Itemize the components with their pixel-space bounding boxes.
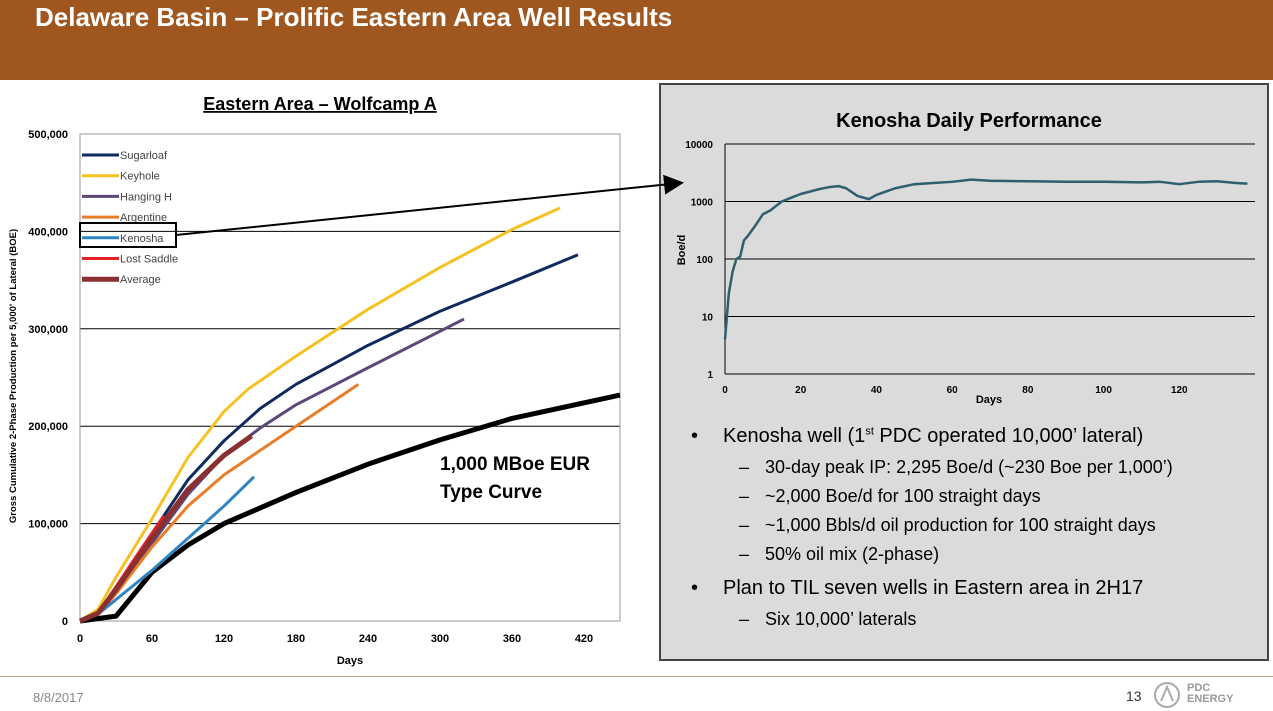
sub-bullet: –50% oil mix (2-phase) — [689, 540, 1259, 569]
sub-bullet-text: ~1,000 Bbls/d oil production for 100 str… — [765, 515, 1156, 535]
chart-title: Eastern Area – Wolfcamp A — [203, 94, 436, 114]
sub-bullet: – Six 10,000’ laterals — [689, 605, 1259, 634]
logo-text: PDC ENERGY — [1187, 683, 1233, 705]
x-tick-label: 0 — [77, 633, 83, 645]
cumulative-production-chart: Eastern Area – Wolfcamp A 0 100,000 200,000… — [8, 94, 621, 667]
dash: – — [739, 515, 750, 535]
y-tick-label: 10000 — [685, 140, 713, 151]
x-axis-label: Days — [337, 655, 363, 667]
kenosha-panel: Kenosha Daily Performance 1 10 100 1000 10000… — [659, 83, 1269, 661]
x-tick-label: 360 — [503, 633, 521, 645]
sub-bullet-text: Six 10,000’ laterals — [765, 609, 917, 629]
y-tick-label: 400,000 — [28, 226, 68, 238]
x-tick-label: 300 — [431, 633, 449, 645]
x-tick-label: 240 — [359, 633, 377, 645]
bullet-list: • Kenosha well (1st PDC operated 10,000’… — [689, 423, 1259, 634]
y-tick-label: 0 — [62, 616, 68, 628]
kenosha-daily-chart: Kenosha Daily Performance110100100010000… — [676, 110, 1255, 406]
page-number: 13 — [1126, 688, 1142, 704]
bullet-dot: • — [691, 425, 699, 447]
x-tick-label: 80 — [1022, 385, 1034, 396]
type-curve-line — [79, 392, 621, 624]
y-tick-label: 300,000 — [28, 324, 68, 336]
y-tick-label: 10 — [702, 313, 714, 324]
dash: – — [739, 544, 750, 564]
legend-label: Argentine — [120, 212, 167, 224]
sub-bullet-text: ~2,000 Boe/d for 100 straight days — [765, 486, 1041, 506]
x-tick-label: 120 — [215, 633, 233, 645]
y-tick-label: 200,000 — [28, 421, 68, 433]
bullet-dot: • — [691, 577, 699, 599]
x-tick-label: 20 — [795, 385, 807, 396]
bullet-text: Plan to TIL seven wells in Eastern area … — [723, 577, 1144, 599]
x-tick-label: 40 — [871, 385, 883, 396]
legend-label: Sugarloaf — [120, 150, 168, 162]
dash: – — [739, 609, 750, 629]
annotation-line1: 1,000 MBoe EUR — [440, 454, 590, 475]
y-tick-label: 100,000 — [28, 519, 68, 531]
x-tick-label: 0 — [722, 385, 728, 396]
x-tick-label: 120 — [1171, 385, 1188, 396]
legend-label: Kenosha — [120, 233, 164, 245]
plot-border — [79, 133, 621, 622]
logo-line2: ENERGY — [1187, 693, 1234, 705]
footer-date: 8/8/2017 — [33, 690, 84, 705]
bullet-kenosha: • Kenosha well (1st PDC operated 10,000’… — [689, 423, 1259, 449]
sub-bullet: – ~1,000 Bbls/d oil production for 100 st… — [689, 511, 1259, 540]
x-tick-label: 60 — [146, 633, 158, 645]
series-line-keyhole — [79, 206, 561, 623]
slide-title: Delaware Basin – Prolific Eastern Area W… — [35, 2, 673, 32]
sub-bullet-text: 50% oil mix (2-phase) — [765, 544, 940, 564]
y-tick-label: 1 — [707, 370, 713, 381]
y-tick-label: 500,000 — [28, 129, 68, 141]
y-axis-label: Gross Cumulative 2-Phase Production per … — [8, 229, 19, 523]
series-line-hanging-h — [79, 317, 465, 623]
sub-bullet-text: 30-day peak IP: 2,295 Boe/d (~230 Boe pe… — [765, 457, 1173, 477]
bullet-sup: st — [865, 425, 874, 438]
series-line-average — [79, 433, 254, 624]
legend-label: Keyhole — [120, 171, 160, 183]
bullet-text-pre: Kenosha well (1 — [723, 425, 866, 447]
x-tick-label: 420 — [575, 633, 593, 645]
x-tick-label: 100 — [1095, 385, 1112, 396]
legend-label: Average — [120, 274, 161, 286]
sub-bullet: –30-day peak IP: 2,295 Boe/d (~230 Boe p… — [689, 453, 1259, 482]
dash: – — [739, 457, 750, 477]
x-tick-label: 180 — [287, 633, 305, 645]
legend-label: Hanging H — [120, 191, 172, 203]
bullet-text: Kenosha well (1st PDC operated 10,000’ l… — [723, 425, 1143, 447]
footer-divider — [0, 676, 1273, 677]
dash: – — [739, 486, 750, 506]
bullet-text-post: PDC operated 10,000’ lateral) — [873, 425, 1144, 447]
x-axis-label: Days — [976, 394, 1002, 406]
y-tick-label: 100 — [696, 255, 713, 266]
annotation-line2: Type Curve — [440, 482, 542, 503]
logo-mark-icon — [1154, 682, 1180, 708]
y-tick-label: 1000 — [691, 198, 714, 209]
header-bar: Delaware Basin – Prolific Eastern Area W… — [0, 0, 1273, 80]
pdc-energy-logo: PDC ENERGY — [1153, 681, 1263, 709]
bullet-plan: • Plan to TIL seven wells in Eastern are… — [689, 575, 1259, 601]
legend-label: Lost Saddle — [120, 254, 178, 266]
series-line-kenosha-daily — [723, 178, 1248, 340]
y-axis-label: Boe/d — [676, 235, 688, 266]
chart-title: Kenosha Daily Performance — [836, 110, 1102, 132]
logo-line1: PDC — [1187, 682, 1211, 694]
sub-bullet: – ~2,000 Boe/d for 100 straight days — [689, 482, 1259, 511]
x-tick-label: 60 — [947, 385, 959, 396]
